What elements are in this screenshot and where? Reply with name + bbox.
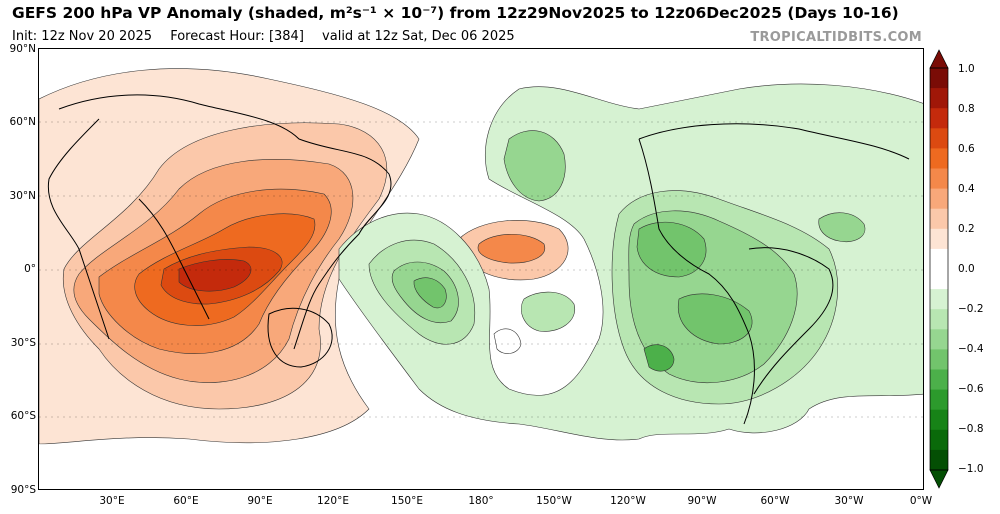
lon-label-120e: 120°E: [317, 495, 349, 507]
negative-anomaly-spac: [520, 291, 576, 332]
lat-label-60n: 60°N: [9, 116, 36, 128]
lon-label-30e: 30°E: [99, 495, 125, 507]
colorbar-tick-neg-0.8: −0.8: [958, 423, 984, 435]
colorbar-swatch: [930, 369, 948, 391]
forecast-hour: Forecast Hour: [384]: [170, 29, 304, 44]
site-credit: TROPICALTIDBITS.COM: [750, 30, 922, 45]
colorbar-swatch: [930, 349, 948, 370]
map-subtitle: Init: 12z Nov 20 2025 Forecast Hour: [38…: [12, 29, 529, 44]
lon-label-150e: 150°E: [391, 495, 423, 507]
lon-label-60w: 60°W: [760, 495, 790, 507]
colorbar-swatch: [930, 108, 948, 129]
negative-anomaly-americas-4: [636, 221, 707, 278]
colorbar-tick-1.0: 1.0: [958, 63, 975, 75]
positive-anomaly-7: [178, 259, 252, 292]
colorbar-swatch: [930, 168, 948, 190]
colorbar-swatch: [930, 148, 948, 169]
colorbar-swatch: [930, 269, 948, 290]
lon-label-90e: 90°E: [247, 495, 273, 507]
lat-label-30s: 30°S: [10, 337, 36, 349]
lat-label-90n: 90°N: [9, 43, 36, 55]
lat-label-30n: 30°N: [9, 190, 36, 202]
colorbar-swatch: [930, 208, 948, 230]
vp-anomaly-map: [39, 49, 923, 489]
lon-label-0w: 0°W: [909, 495, 933, 507]
colorbar-swatch: [930, 68, 948, 89]
negative-anomaly-atl: [818, 212, 866, 242]
lon-label-180: 180°: [468, 495, 494, 507]
colorbar-tick-0.4: 0.4: [958, 183, 975, 195]
colorbar-tick-0.6: 0.6: [958, 143, 975, 155]
colorbar-swatch: [930, 128, 948, 149]
valid-time: valid at 12z Sat, Dec 06 2025: [322, 29, 515, 44]
colorbar-swatch: [930, 228, 948, 250]
colorbar-swatch: [930, 289, 948, 310]
negative-anomaly-wpac-4: [413, 277, 447, 309]
colorbar-tick-neg-0.2: −0.2: [958, 303, 984, 315]
lon-label-120w: 120°W: [610, 495, 646, 507]
colorbar-swatch: [930, 449, 948, 471]
colorbar-tick-0.2: 0.2: [958, 223, 975, 235]
colorbar-tick-neg-0.6: −0.6: [958, 383, 984, 395]
colorbar-swatch: [930, 329, 948, 350]
colorbar-swatch: [930, 88, 948, 109]
colorbar-frame: [929, 67, 949, 471]
coastlines: [47, 94, 910, 425]
colorbar-swatch: [930, 248, 948, 270]
map-panel: [38, 48, 924, 490]
colorbar-tick-0.0: 0.0: [958, 263, 975, 275]
lon-label-30w: 30°W: [834, 495, 864, 507]
colorbar: [929, 49, 949, 489]
colorbar-tick-neg-0.4: −0.4: [958, 343, 984, 355]
colorbar-tick-0.8: 0.8: [958, 103, 975, 115]
colorbar-swatch: [930, 309, 948, 330]
lon-label-60e: 60°E: [173, 495, 199, 507]
negative-anomaly-americas-5: [677, 293, 753, 345]
lat-label-90s: 90°S: [10, 484, 36, 496]
map-title: GEFS 200 hPa VP Anomaly (shaded, m²s⁻¹ ×…: [12, 4, 899, 22]
lat-label-60s: 60°S: [10, 410, 36, 422]
colorbar-max-arrow: [929, 49, 949, 69]
lon-label-150w: 150°W: [536, 495, 572, 507]
colorbar-min-arrow: [929, 469, 949, 489]
colorbar-swatch: [930, 429, 948, 451]
lat-label-eq: 0°: [24, 263, 36, 275]
negative-anomaly-npac: [503, 130, 566, 202]
negative-anomaly-americas-6: [643, 344, 675, 372]
colorbar-swatch: [930, 188, 948, 210]
lon-label-90w: 90°W: [687, 495, 717, 507]
init-time: Init: 12z Nov 20 2025: [12, 29, 153, 44]
neutral-zone: [493, 328, 522, 354]
colorbar-swatch: [930, 409, 948, 431]
dateline-positive-inner: [477, 234, 546, 264]
colorbar-tick-neg-1.0: −1.0: [958, 463, 984, 475]
graticule: [39, 121, 923, 418]
colorbar-swatch: [930, 389, 948, 411]
